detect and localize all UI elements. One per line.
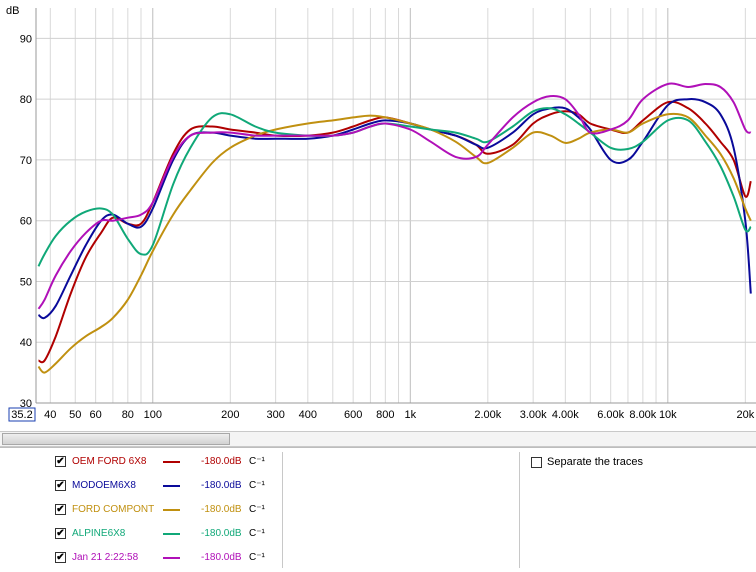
trace-offset-value[interactable]: -180.0dB [201, 456, 242, 467]
trace-checkbox[interactable]: ✔ [55, 528, 66, 539]
y-tick-label: 90 [20, 33, 32, 45]
trace-offset-value[interactable]: -180.0dB [201, 528, 242, 539]
y-tick-label: 80 [20, 94, 32, 106]
trace-offset-value[interactable]: -180.0dB [201, 480, 242, 491]
legend-item-modoem: ✔ MODOEM6X8 -180.0dB C⁻¹ [55, 477, 285, 495]
y-tick-label: 70 [20, 155, 32, 167]
trace-unit: C⁻¹ [249, 480, 265, 491]
y-axis-label: dB [6, 5, 19, 17]
trace-unit: C⁻¹ [249, 504, 265, 515]
x-tick-label: 2.00k [474, 409, 501, 421]
x-tick-label: 1k [404, 409, 416, 421]
x-tick-label: 10k [659, 409, 677, 421]
trace-checkbox[interactable]: ✔ [55, 480, 66, 491]
x-tick-label: 600 [344, 409, 362, 421]
trace-color-swatch [163, 509, 180, 511]
y-tick-label: 30 [20, 398, 32, 410]
x-tick-label: 35.2 [11, 409, 32, 421]
separate-traces-label: Separate the traces [547, 456, 644, 468]
series-line-jan-21-2-22-58 [37, 82, 752, 310]
x-tick-label: 100 [144, 409, 162, 421]
trace-color-swatch [163, 533, 180, 535]
x-tick-label: 800 [376, 409, 394, 421]
series-line-ford-compont [37, 112, 752, 374]
panel-divider [282, 452, 283, 568]
legend-item-oem-ford: ✔ OEM FORD 6X8 -180.0dB C⁻¹ [55, 453, 285, 471]
x-tick-label: 300 [266, 409, 284, 421]
scrollbar-thumb[interactable] [2, 433, 230, 445]
x-tick-label: 50 [69, 409, 81, 421]
y-tick-label: 40 [20, 337, 32, 349]
trace-name: OEM FORD 6X8 [72, 456, 147, 467]
trace-checkbox[interactable]: ✔ [55, 552, 66, 563]
x-tick-label: 4.00k [552, 409, 579, 421]
frequency-response-chart[interactable]: 30 40 50 60 70 80 90 35.2 40 50 60 80 100 200 300 400 60… [0, 0, 756, 431]
separate-traces-checkbox[interactable] [531, 457, 542, 468]
trace-offset-value[interactable]: -180.0dB [201, 504, 242, 515]
trace-unit: C⁻¹ [249, 552, 265, 563]
x-tick-label: 3.00k [520, 409, 547, 421]
plot-background [0, 0, 756, 431]
trace-color-swatch [163, 485, 180, 487]
trace-offset-value[interactable]: -180.0dB [201, 552, 242, 563]
trace-unit: C⁻¹ [249, 456, 265, 467]
legend-panel: ✔ OEM FORD 6X8 -180.0dB C⁻¹ ✔ MODOEM6X8 … [0, 447, 756, 572]
x-tick-label: 6.00k [597, 409, 624, 421]
x-tick-label: 60 [90, 409, 102, 421]
x-range-start-box[interactable] [8, 407, 36, 422]
trace-name: ALPINE6X8 [72, 528, 126, 539]
x-tick-label: 8.00k [629, 409, 656, 421]
trace-name: Jan 21 2:22:58 [72, 552, 139, 563]
trace-color-swatch [163, 557, 180, 559]
y-tick-label: 50 [20, 276, 32, 288]
legend-item-alpine: ✔ ALPINE6X8 -180.0dB C⁻¹ [55, 525, 285, 543]
horizontal-scrollbar[interactable] [0, 431, 756, 447]
x-tick-label: 80 [122, 409, 134, 421]
x-tick-label: 200 [221, 409, 239, 421]
legend-item-jan21: ✔ Jan 21 2:22:58 -180.0dB C⁻¹ [55, 549, 285, 567]
trace-checkbox[interactable]: ✔ [55, 456, 66, 467]
y-tick-label: 60 [20, 216, 32, 228]
trace-name: MODOEM6X8 [72, 480, 136, 491]
x-tick-label: 20k [736, 409, 754, 421]
panel-divider [519, 452, 520, 568]
legend-item-ford-compont: ✔ FORD COMPONT -180.0dB C⁻¹ [55, 501, 285, 519]
x-tick-label: 40 [44, 409, 56, 421]
x-tick-label: 400 [299, 409, 317, 421]
trace-name: FORD COMPONT [72, 504, 155, 515]
trace-checkbox[interactable]: ✔ [55, 504, 66, 515]
trace-color-swatch [163, 461, 180, 463]
trace-unit: C⁻¹ [249, 528, 265, 539]
